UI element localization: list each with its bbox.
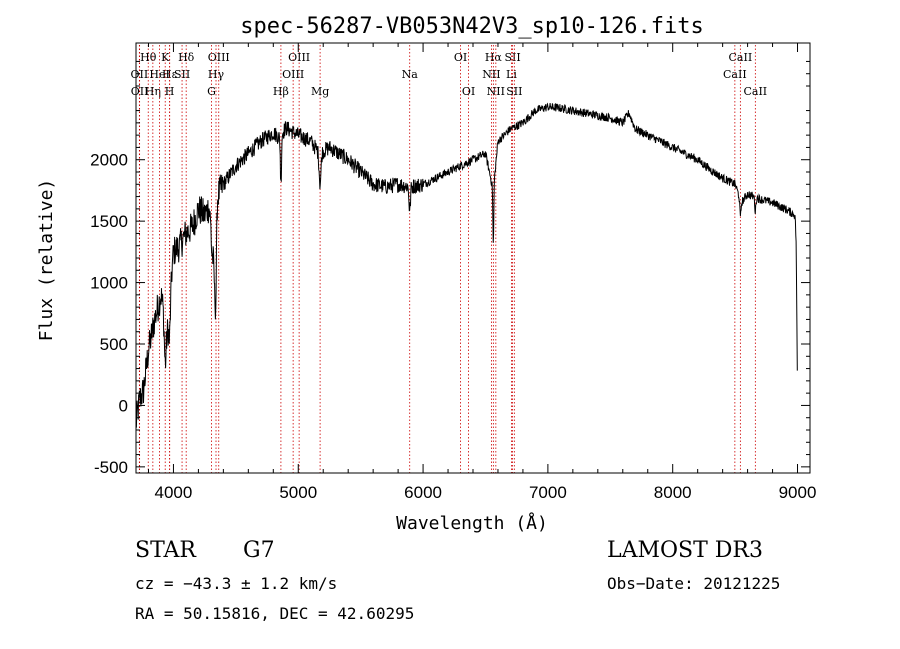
line-marker-label: OI — [462, 85, 475, 98]
object-subclass: G7 — [243, 538, 275, 563]
line-marker-label: CaII — [729, 51, 753, 64]
line-marker-label: Mg — [311, 85, 329, 98]
line-marker-label: Hδ — [178, 51, 195, 64]
line-marker-label: Hη — [145, 85, 161, 98]
line-marker-label: Hγ — [208, 68, 225, 81]
line-marker-label: OIII — [288, 51, 310, 64]
line-marker-label: SII — [504, 51, 520, 64]
line-marker-label: Na — [402, 68, 419, 81]
x-tick-label: 7000 — [529, 483, 567, 502]
y-axis-label: Flux (relative) — [36, 179, 57, 342]
plot-frame — [135, 42, 811, 474]
line-marker-label: Hβ — [273, 85, 289, 98]
line-marker-label: HeI — [149, 68, 169, 81]
line-marker-label: CaII — [743, 85, 767, 98]
line-marker-label: Hθ — [140, 51, 157, 64]
y-tick-label: 0 — [119, 396, 128, 415]
object-class: STAR — [135, 538, 196, 563]
line-marker-label: CaII — [723, 68, 747, 81]
y-tick-label: 1000 — [90, 274, 128, 293]
redshift-cz: cz = −43.3 ± 1.2 km/s — [135, 574, 338, 593]
y-tick-label: 1500 — [90, 212, 128, 231]
line-marker-label: SII — [174, 68, 190, 81]
line-marker-label: OIII — [282, 68, 304, 81]
x-tick-label: 4000 — [155, 483, 193, 502]
line-marker-label: Li — [506, 68, 517, 81]
axis-ticks: 4000 5000 6000 7000 8000 9000 -500 0 500 1000 1500… — [90, 43, 816, 502]
x-tick-label: 5000 — [279, 483, 317, 502]
y-tick-label: 500 — [100, 335, 128, 354]
chart-title: spec-56287-VB053N42V3_sp10-126.fits — [240, 14, 704, 39]
spectrum-series — [135, 102, 798, 428]
line-marker-label: H — [165, 85, 175, 98]
x-axis-label: Wavelength (Å) — [396, 512, 548, 534]
line-marker-label: OI — [454, 51, 467, 64]
x-tick-label: 6000 — [404, 483, 442, 502]
survey-name: LAMOST DR3 — [607, 538, 763, 563]
line-marker-label: G — [207, 85, 216, 98]
line-marker-label: Hα — [485, 51, 503, 64]
spectrum-line — [135, 102, 798, 428]
line-marker-label: K — [161, 51, 170, 64]
coordinates: RA = 50.15816, DEC = 42.60295 — [135, 604, 415, 623]
x-tick-label: 8000 — [654, 483, 692, 502]
observation-date: Obs−Date: 20121225 — [607, 574, 781, 593]
spectrum-chart: spec-56287-VB053N42V3_sp10-126.fits Hθ OI… — [36, 14, 816, 534]
y-tick-label: 2000 — [90, 151, 128, 170]
line-marker-label: OII — [131, 85, 149, 98]
y-tick-label: -500 — [94, 458, 128, 477]
x-tick-label: 9000 — [779, 483, 817, 502]
line-marker-label: NII — [482, 68, 500, 81]
line-marker-label: SII — [506, 85, 522, 98]
line-marker-label: NII — [487, 85, 505, 98]
line-marker-label: OIII — [208, 51, 230, 64]
